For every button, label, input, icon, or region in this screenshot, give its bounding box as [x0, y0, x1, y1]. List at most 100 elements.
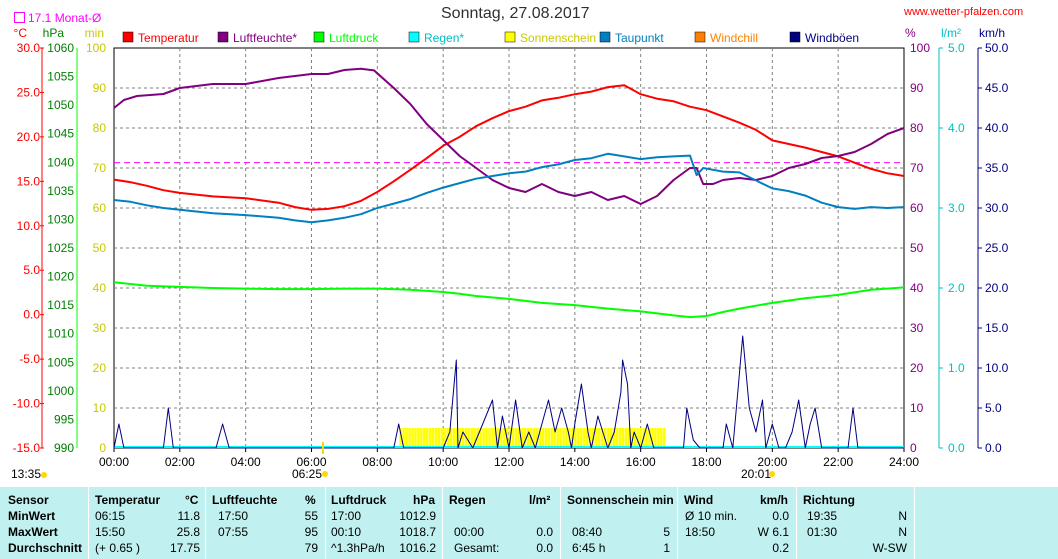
- hdr-wind-unit: km/h: [760, 493, 789, 507]
- sunshine-bar: [488, 428, 491, 448]
- table-cell-press-time: 00:10: [331, 525, 362, 539]
- minutes-tick-label: 20: [93, 361, 107, 375]
- table-cell-wind: 0.2: [772, 541, 789, 555]
- table-cell-temp: 11.8: [177, 509, 200, 523]
- minutes-tick-label: 70: [93, 161, 107, 175]
- hdr-temp-unit: °C: [185, 493, 199, 507]
- sunshine-bar: [434, 428, 438, 448]
- humidity-tick-label: 10: [910, 401, 924, 415]
- sunshine-bar: [408, 428, 411, 448]
- temp-tick-label: -15.0: [13, 441, 41, 455]
- x-tick-label: 20:00: [757, 455, 787, 469]
- pressure-tick-label: 1005: [47, 355, 74, 369]
- sunshine-bar: [562, 428, 565, 448]
- hdr-sensor: Sensor: [8, 493, 49, 507]
- temp-tick-label: 10.0: [17, 219, 41, 233]
- chart-title: Sonntag, 27.08.2017: [441, 5, 590, 22]
- pressure-tick-label: 1045: [47, 127, 74, 141]
- humidity-tick-label: 30: [910, 321, 924, 335]
- minutes-tick-label: 50: [93, 241, 107, 255]
- legend-swatch: [122, 31, 134, 43]
- pressure-tick-label: 1040: [47, 155, 74, 169]
- legend-label: Sonnenschein: [520, 31, 596, 45]
- table-cell-press-time: 17:00: [331, 509, 362, 523]
- rain-tick-label: 3.0: [948, 201, 965, 215]
- wind-unit: km/h: [979, 26, 1005, 40]
- sunrise-marker: [41, 472, 47, 478]
- humidity-tick-label: 70: [910, 161, 924, 175]
- sunshine-bar: [586, 428, 589, 448]
- temperature-series-line: [113, 84, 905, 211]
- x-tick-label: 00:00: [99, 455, 129, 469]
- humidity-tick-label: 80: [910, 121, 924, 135]
- sunshine-bar: [594, 428, 598, 448]
- humidity-series-line: [113, 67, 905, 205]
- sunshine-bar: [547, 428, 551, 448]
- summary-table: Sensor Temperatur °C Luftfeuchte % Luftd…: [0, 487, 1058, 559]
- time-mid: 06:25: [292, 467, 323, 481]
- sunshine-bar: [402, 428, 405, 448]
- sunshine-bar: [639, 428, 642, 448]
- sunshine-bar: [503, 428, 506, 448]
- sunshine-bar: [618, 428, 622, 448]
- sunshine-bar: [651, 428, 654, 448]
- table-cell-press: 1018.7: [399, 525, 436, 539]
- sunshine-bar: [417, 428, 420, 448]
- temp-tick-label: 15.0: [17, 174, 41, 188]
- pressure-tick-label: 1020: [47, 270, 74, 284]
- temp-tick-label: 30.0: [17, 41, 41, 55]
- rain-tick-label: 0.0: [948, 441, 965, 455]
- sunset-marker: [769, 471, 775, 477]
- pressure-tick-label: 995: [54, 412, 74, 426]
- legend-box-icon: [14, 12, 25, 23]
- sunshine-bar: [420, 428, 423, 448]
- legend-swatch: [789, 31, 801, 43]
- table-cell-temp-time: 06:15: [95, 509, 126, 523]
- temp-tick-label: 25.0: [17, 85, 41, 99]
- sunshine-bar: [473, 428, 476, 448]
- minutes-tick-label: 80: [93, 121, 107, 135]
- legend-label: Taupunkt: [615, 31, 664, 45]
- table-cell-temp-time: 15:50: [95, 525, 126, 539]
- pressure-tick-label: 1060: [47, 41, 74, 55]
- row-label: MaxWert: [8, 525, 58, 539]
- wind-tick-label: 45.0: [985, 81, 1009, 95]
- time-left: 13:35: [11, 467, 42, 481]
- sunshine-bar: [431, 428, 435, 448]
- sunshine-bar: [511, 428, 515, 448]
- pressure-tick-label: 1015: [47, 298, 74, 312]
- sunshine-bar: [615, 428, 619, 448]
- x-tick-label: 16:00: [626, 455, 656, 469]
- sunshine-bar: [583, 428, 586, 448]
- wind-tick-label: 10.0: [985, 361, 1009, 375]
- legend-swatch: [408, 31, 420, 43]
- table-cell-temp-time: (+ 0.65 ): [95, 541, 141, 555]
- table-cell-hum: 95: [304, 525, 318, 539]
- sunshine-bar: [535, 428, 539, 448]
- pressure-series-line: [113, 281, 905, 319]
- x-tick-label: 22:00: [823, 455, 853, 469]
- rain-unit: l/m²: [941, 26, 961, 40]
- sunshine-bar: [621, 428, 625, 448]
- sunshine-bar: [544, 428, 548, 448]
- table-cell-sun-time: 08:40: [572, 525, 603, 539]
- sunshine-bar: [577, 428, 580, 448]
- sunshine-bar: [526, 428, 530, 448]
- row-label: MinWert: [8, 509, 56, 523]
- sunshine-bar: [580, 428, 583, 448]
- sunshine-bar: [423, 428, 426, 448]
- site-link[interactable]: www.wetter-pfalzen.com: [904, 6, 1024, 18]
- pressure-tick-label: 1055: [47, 70, 74, 84]
- sunshine-bar: [636, 428, 639, 448]
- minutes-tick-label: 60: [93, 201, 107, 215]
- sunshine-bar: [541, 428, 545, 448]
- temp-tick-label: -10.0: [13, 397, 41, 411]
- sunshine-bar: [514, 428, 518, 448]
- sunshine-bar: [633, 428, 636, 448]
- pressure-unit: hPa: [43, 26, 65, 40]
- rain-tick-label: 4.0: [948, 121, 965, 135]
- table-cell-dir-time: 01:30: [807, 525, 838, 539]
- x-tick-label: 04:00: [231, 455, 261, 469]
- sunshine-bar: [553, 428, 556, 448]
- sunshine-bar: [500, 428, 503, 448]
